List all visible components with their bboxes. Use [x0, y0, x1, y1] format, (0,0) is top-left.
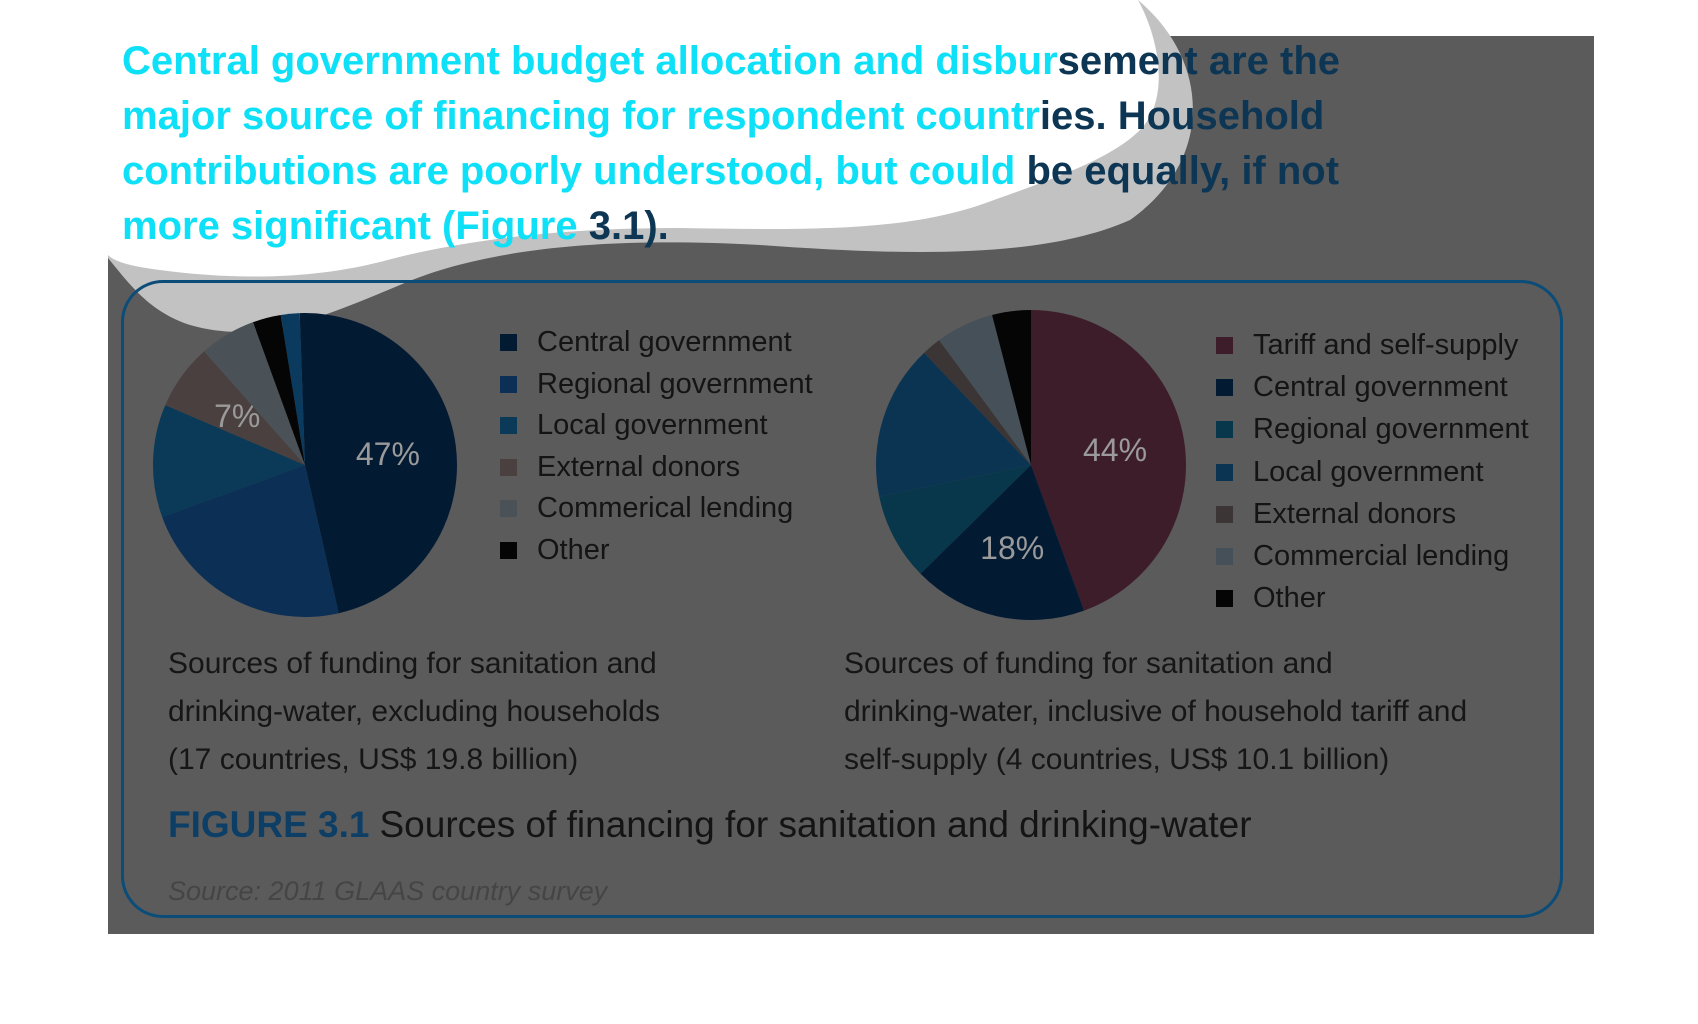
headline-line-3-dark: be equally, if not — [1026, 149, 1340, 193]
headline-line-4: more significant (Figure 3.1). — [122, 199, 1562, 254]
headline-line-4-dark: 3.1). — [588, 204, 669, 248]
legend-label: Commerical lending — [537, 492, 794, 525]
pie-slice — [153, 405, 305, 517]
legend-label: Local government — [1253, 455, 1484, 488]
pie-data-label: 47% — [356, 436, 420, 472]
legend-swatch — [1216, 548, 1233, 566]
pie-slice — [920, 465, 1085, 620]
legend-label: External donors — [537, 450, 741, 483]
legend-item: Central government — [1216, 366, 1529, 408]
legend-label: Central government — [1253, 370, 1508, 403]
legend-swatch — [1216, 378, 1233, 396]
caption-right-line: self-supply (4 countries, US$ 10.1 billi… — [844, 743, 1390, 776]
pie-slice — [165, 351, 305, 465]
caption-left-line: drinking-water, excluding households — [168, 695, 660, 728]
headline-line-1: Central government budget allocation and… — [122, 34, 1562, 89]
caption-left-line: (17 countries, US$ 19.8 billion) — [168, 743, 579, 776]
legend-item: Local government — [500, 405, 813, 447]
caption-right: Sources of funding for sanitation and dr… — [844, 640, 1467, 784]
pie-data-label: 18% — [980, 530, 1044, 566]
caption-left: Sources of funding for sanitation and dr… — [168, 640, 660, 784]
legend-item: Regional government — [1216, 409, 1529, 451]
figure-number: FIGURE 3.1 — [168, 804, 370, 845]
pie-slice — [924, 340, 1031, 465]
legend-item: Commercial lending — [1216, 535, 1529, 577]
headline-line-2-dark: ies. Household — [1039, 94, 1325, 138]
legend-swatch — [1216, 421, 1233, 439]
pie-slice — [162, 465, 339, 617]
legend-swatch — [500, 417, 517, 435]
legend-label: Tariff and self-supply — [1253, 328, 1519, 361]
headline-line-1-dark: sement are the — [1057, 39, 1340, 83]
pie-slice — [879, 465, 1031, 574]
legend-swatch — [500, 334, 517, 352]
pie-slice — [299, 312, 458, 614]
legend-label: Central government — [537, 326, 792, 359]
legend-swatch — [500, 375, 517, 393]
legend-item: Local government — [1216, 451, 1529, 493]
legend-left: Central government Regional government L… — [500, 322, 813, 571]
legend-item: Tariff and self-supply — [1216, 324, 1529, 366]
caption-right-line: drinking-water, inclusive of household t… — [844, 695, 1468, 728]
legend-swatch — [500, 541, 517, 559]
headline-line-1-cyan: Central government budget allocation and… — [122, 39, 1058, 83]
pie-slice — [876, 352, 1031, 497]
figure-title-text: Sources of financing for sanitation and … — [379, 804, 1252, 845]
legend-item: Regional government — [500, 364, 813, 406]
legend-right: Tariff and self-supply Central governmen… — [1216, 324, 1529, 620]
legend-item: Other — [1216, 578, 1529, 620]
caption-left-line: Sources of funding for sanitation and — [168, 647, 657, 680]
pie-slice — [939, 314, 1031, 465]
pie-slice — [280, 313, 305, 465]
figure-frame — [121, 280, 1563, 918]
legend-item: Central government — [500, 322, 813, 364]
legend-item: Other — [500, 530, 813, 572]
legend-label: Commercial lending — [1253, 540, 1510, 573]
legend-swatch — [1216, 505, 1233, 523]
figure-source: Source: 2011 GLAAS country survey — [168, 876, 608, 906]
pie-slice — [253, 314, 305, 465]
legend-swatch — [1216, 336, 1233, 354]
pie-slice — [1031, 310, 1186, 611]
legend-label: Local government — [537, 409, 768, 442]
legend-swatch — [1216, 463, 1233, 481]
pie-slice — [204, 322, 305, 465]
pie-slice — [992, 310, 1031, 465]
legend-swatch — [500, 458, 517, 476]
legend-item: External donors — [1216, 493, 1529, 535]
headline-line-2-cyan: major source of financing for respondent… — [122, 94, 1040, 138]
headline-line-4-cyan: more significant (Figure — [122, 204, 589, 248]
headline-line-2: major source of financing for respondent… — [122, 89, 1562, 144]
legend-item: Commerical lending — [500, 488, 813, 530]
legend-label: Other — [1253, 582, 1326, 615]
legend-label: External donors — [1253, 497, 1457, 530]
headline-line-3: contributions are poorly understood, but… — [122, 144, 1562, 199]
headline-line-3-cyan: contributions are poorly understood, but… — [122, 149, 1027, 193]
legend-label: Regional government — [1253, 413, 1529, 446]
figure-title: FIGURE 3.1 Sources of financing for sanit… — [168, 804, 1252, 846]
caption-right-line: Sources of funding for sanitation and — [844, 647, 1333, 680]
legend-label: Regional government — [537, 367, 813, 400]
legend-swatch — [500, 500, 517, 518]
legend-item: External donors — [500, 447, 813, 489]
legend-label: Other — [537, 533, 610, 566]
legend-swatch — [1216, 590, 1233, 608]
pie-data-label: 44% — [1083, 432, 1147, 468]
headline: Central government budget allocation and… — [122, 34, 1562, 254]
